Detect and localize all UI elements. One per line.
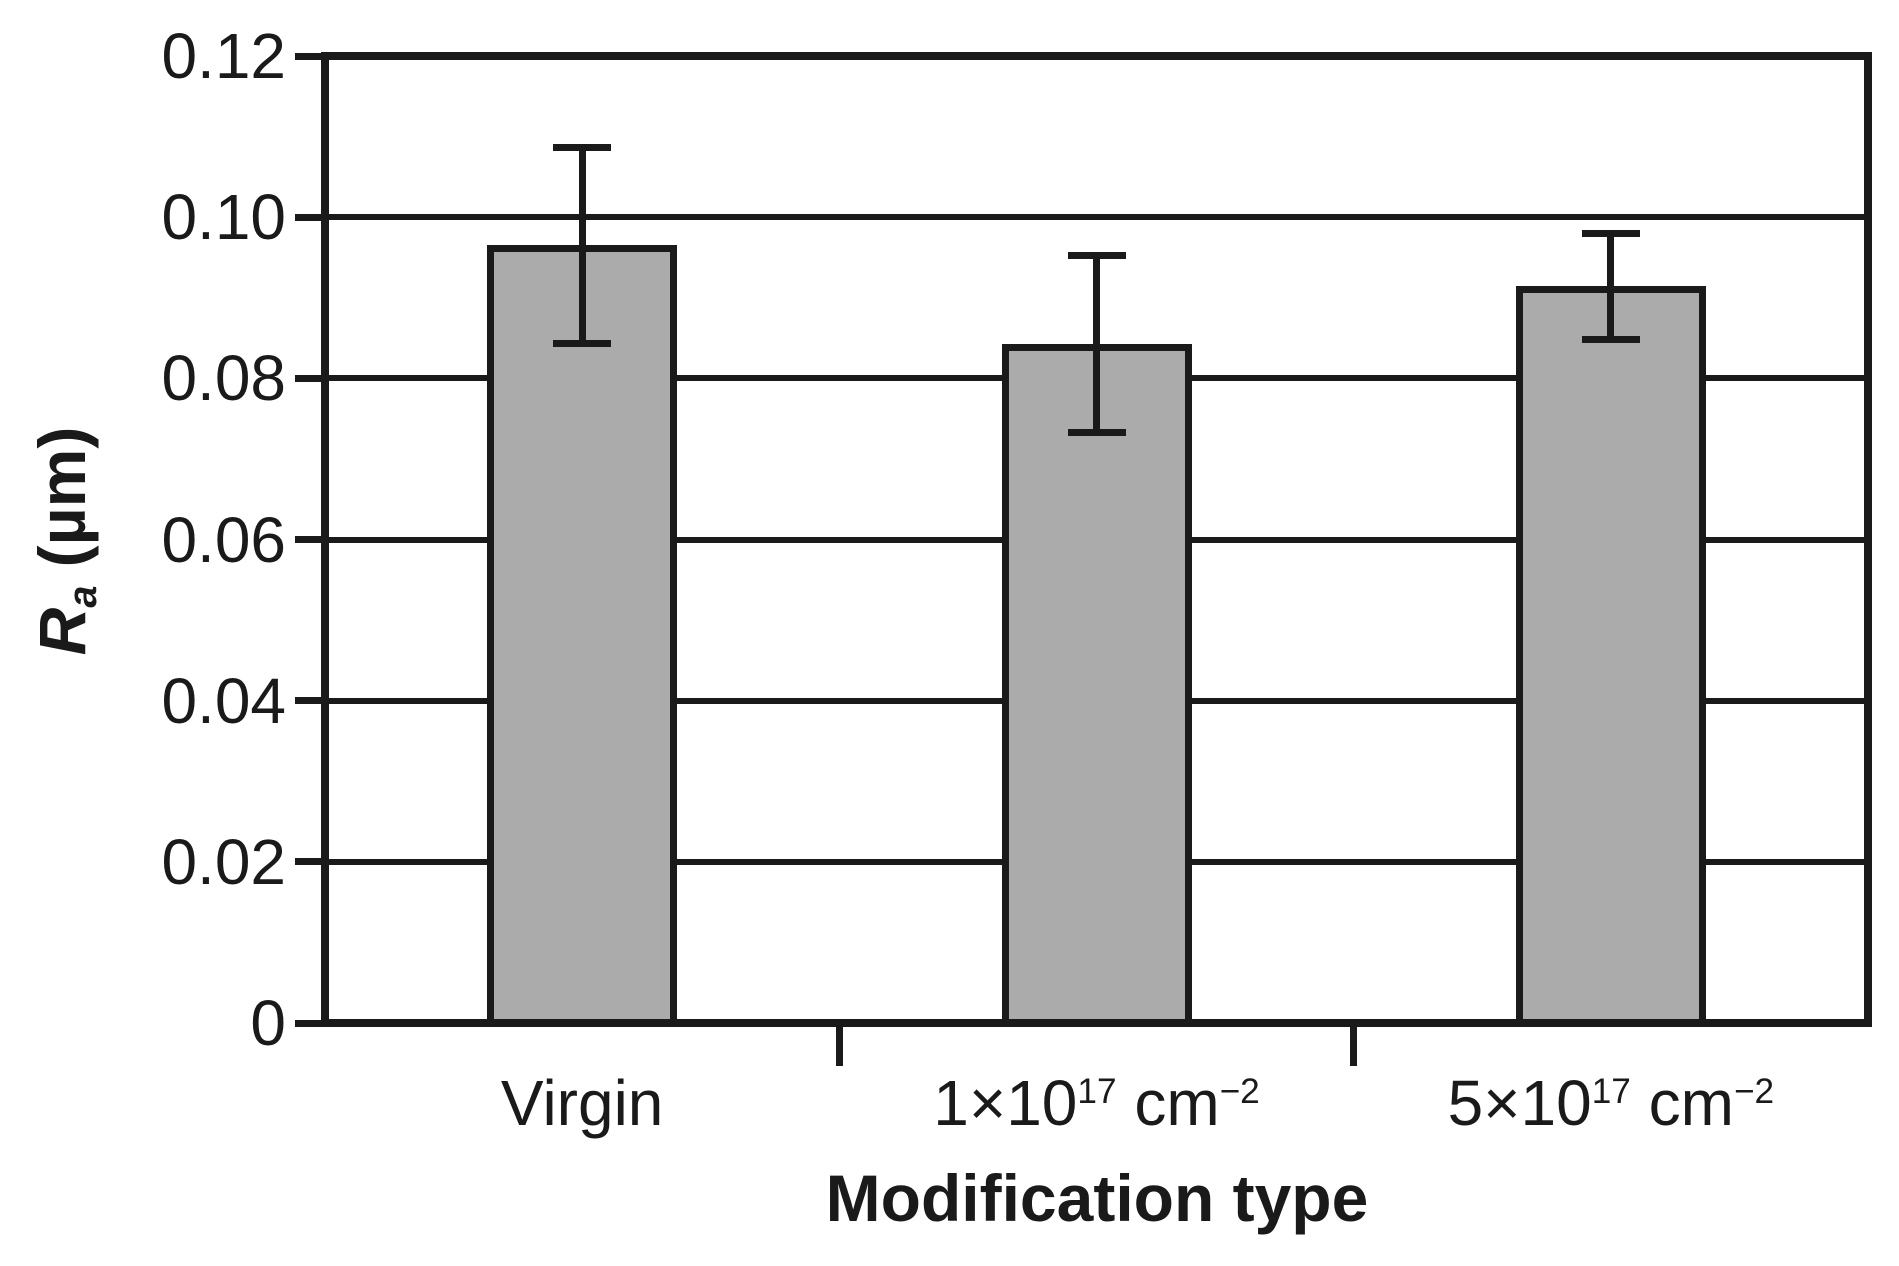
error-bar-cap — [1581, 229, 1640, 237]
error-bar-line — [1093, 255, 1100, 433]
y-tick — [295, 1019, 325, 1027]
x-axis-title: Modification type — [825, 1161, 1369, 1235]
error-bar-cap — [1067, 251, 1126, 259]
bar — [1001, 343, 1192, 1027]
text-part: 1×10 — [933, 1067, 1078, 1139]
text-part: 5×10 — [1447, 1067, 1592, 1139]
text-part: 17 — [1077, 1072, 1117, 1112]
y-axis-title: Ra (µm) — [24, 426, 105, 656]
y-tick — [295, 213, 325, 221]
text-part: (µm) — [25, 426, 99, 586]
y-tick-label: 0.04 — [161, 664, 286, 737]
text-part: −2 — [1219, 1072, 1260, 1112]
y-tick — [295, 52, 325, 60]
plot-area — [321, 52, 1872, 1027]
y-tick — [295, 374, 325, 382]
plot-border-top — [321, 52, 1872, 60]
y-tick — [295, 858, 325, 866]
y-tick-label: 0.06 — [161, 503, 286, 576]
bar — [487, 245, 678, 1027]
text-part: 17 — [1591, 1072, 1631, 1112]
error-bar-cap — [553, 340, 612, 348]
error-bar-cap — [1581, 336, 1640, 344]
plot-border-left — [321, 52, 329, 1027]
x-tick-label: 5×1017 cm−2 — [1448, 1066, 1775, 1140]
text-part: a — [61, 585, 106, 608]
plot-border-bottom — [321, 1019, 1872, 1027]
y-tick-label: 0.10 — [161, 181, 286, 254]
text-part: cm — [1630, 1067, 1734, 1139]
x-tick — [835, 1023, 843, 1066]
text-part: Virgin — [500, 1067, 664, 1139]
x-tick-label: Virgin — [501, 1066, 663, 1140]
y-tick-label: 0.12 — [161, 20, 286, 92]
x-tick — [1350, 1023, 1358, 1066]
gridline — [321, 214, 1872, 221]
error-bar-cap — [1067, 428, 1126, 436]
y-tick-label: 0 — [250, 987, 286, 1059]
error-bar-cap — [553, 143, 612, 151]
bar — [1515, 286, 1706, 1027]
text-part: cm — [1116, 1067, 1220, 1139]
error-bar-line — [578, 147, 586, 344]
text-part: −2 — [1733, 1072, 1775, 1112]
y-tick-label: 0.08 — [161, 342, 286, 415]
error-bar-line — [1607, 233, 1615, 340]
plot-border-right — [1864, 52, 1872, 1027]
y-tick — [295, 536, 325, 543]
x-tick-label: 1×1017 cm−2 — [933, 1066, 1260, 1140]
y-tick-label: 0.02 — [161, 825, 286, 898]
text-part: R — [25, 607, 99, 656]
y-tick — [295, 697, 325, 705]
